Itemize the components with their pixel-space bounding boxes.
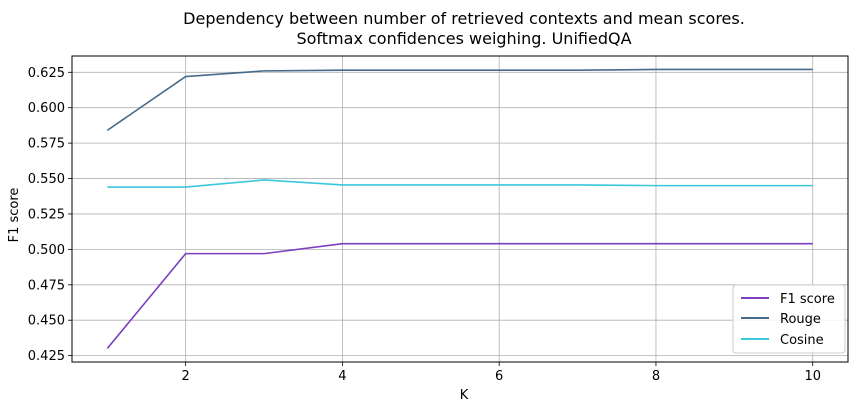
y-tick-label: 0.500 <box>28 243 65 258</box>
legend-label-rouge: Rouge <box>780 312 821 327</box>
grid <box>72 56 848 362</box>
y-tick-label: 0.425 <box>28 349 65 364</box>
y-tick-label: 0.450 <box>28 314 65 329</box>
legend-label-f1-score: F1 score <box>780 292 835 307</box>
chart-title-line-2: Softmax confidences weighing. UnifiedQA <box>296 29 631 48</box>
x-tick-label: 10 <box>804 369 821 384</box>
legend: F1 score Rouge Cosine <box>732 284 846 354</box>
y-tick-label: 0.475 <box>28 278 65 293</box>
legend-label-cosine: Cosine <box>780 333 824 348</box>
y-tick-label: 0.600 <box>28 101 65 116</box>
series-lines <box>106 68 813 350</box>
ticks: 2 4 6 8 10 0.425 0.450 0.475 0.500 0.525 0.550 0.57… <box>28 66 821 384</box>
x-tick-label: 6 <box>495 369 503 384</box>
series-line-rouge <box>106 68 813 132</box>
x-tick-label: 2 <box>182 369 190 384</box>
y-tick-label: 0.525 <box>28 207 65 222</box>
series-line-f1-score <box>106 242 813 350</box>
series-line-cosine <box>107 179 813 188</box>
y-axis-label: F1 score <box>7 188 22 243</box>
legend-box <box>732 284 846 354</box>
x-axis-label: K <box>460 388 469 403</box>
y-tick-label: 0.575 <box>28 137 65 152</box>
chart-title-line-1: Dependency between number of retrieved c… <box>183 9 745 28</box>
x-tick-label: 4 <box>338 369 346 384</box>
x-tick-label: 8 <box>652 369 660 384</box>
y-tick-label: 0.550 <box>28 172 65 187</box>
y-tick-label: 0.625 <box>28 66 65 81</box>
plot-frame <box>71 55 849 363</box>
